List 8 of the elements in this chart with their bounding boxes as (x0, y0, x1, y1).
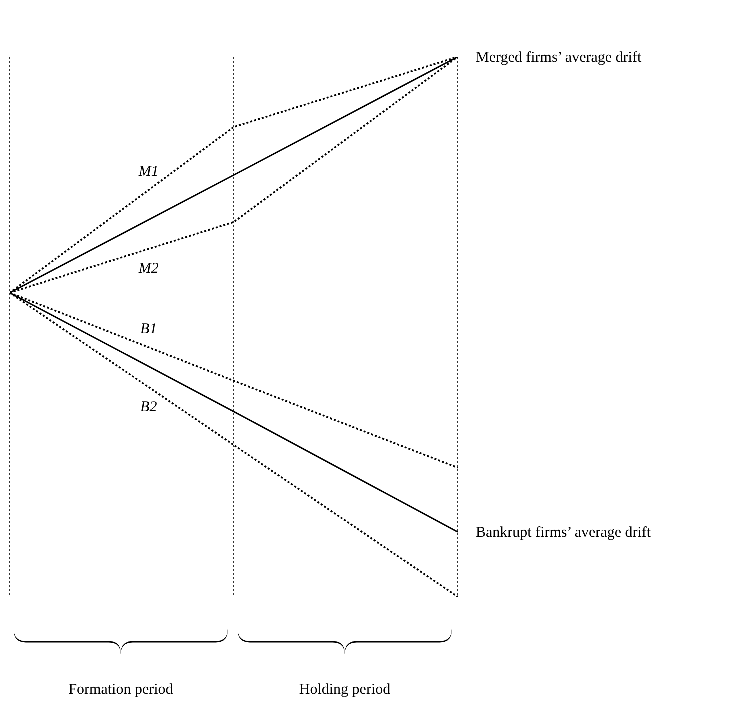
series-label: Merged firms’ average drift (476, 50, 642, 66)
series-label: M2 (138, 261, 160, 278)
text: Formation period (68, 682, 174, 698)
series-label: B2 (140, 399, 158, 416)
series-label: B1 (140, 322, 158, 338)
text: Holding period (299, 682, 392, 698)
series-label: Bankrupt firms’ average drift (476, 525, 652, 542)
series-label: M1 (138, 164, 159, 180)
